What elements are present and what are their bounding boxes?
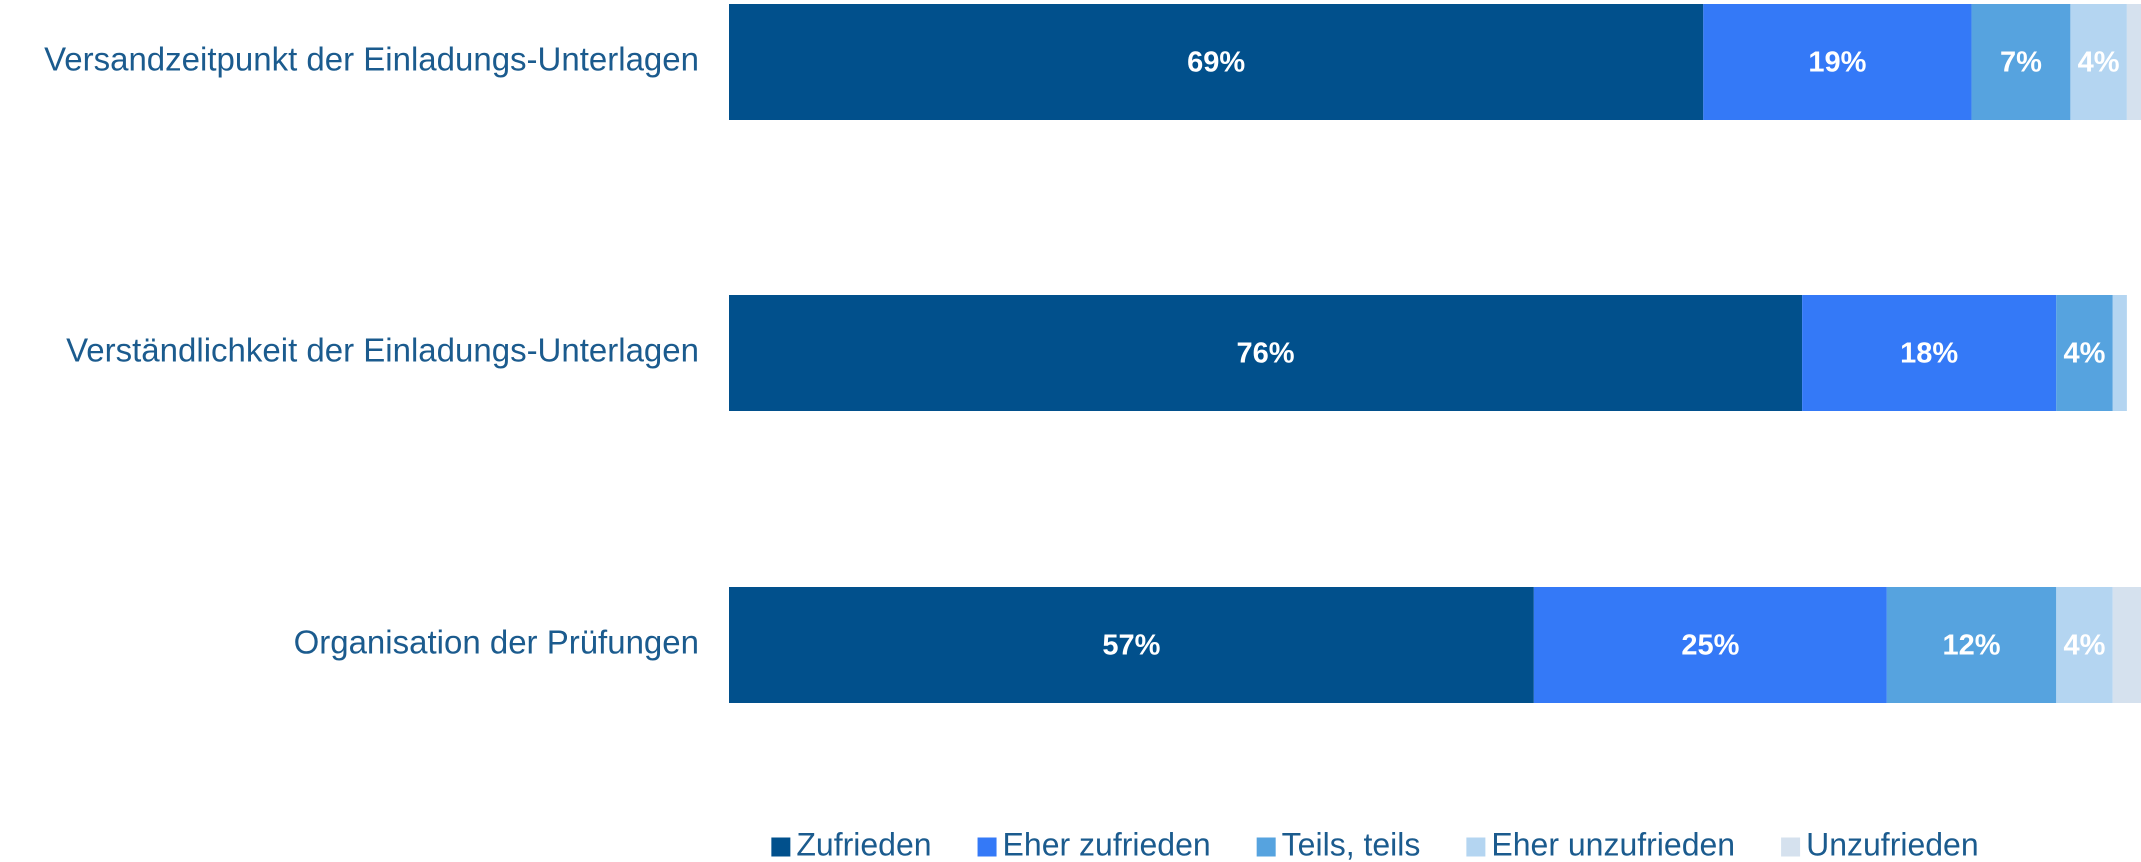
data-label: 19% [1808,47,1866,79]
bar-segment [1886,587,2057,703]
legend-label: Unzufrieden [1806,826,1979,862]
category-label: Organisation der Prüfungen [294,624,699,661]
data-label: 57% [1102,630,1160,662]
bar-segment [729,587,1534,703]
data-label: 4% [2064,630,2106,662]
bar-segment [2070,4,2127,120]
bar-segment [1971,4,2071,120]
data-label: 18% [1900,338,1958,370]
data-label: 25% [1681,630,1739,662]
legend-swatch [1466,837,1486,857]
bar-segment [2056,295,2113,411]
legend-swatch [771,837,791,857]
bar-segment [2056,587,2113,703]
bar-segment [2112,295,2127,411]
bar-segment [1533,587,1887,703]
data-label: 4% [2078,47,2120,79]
bar-segment [729,4,1704,120]
bar-segment [2126,4,2141,120]
legend-label: Eher zufrieden [1003,826,1211,862]
data-label: 76% [1237,338,1295,370]
legend-swatch [977,837,997,857]
legend-swatch [1256,837,1276,857]
legend-label: Eher unzufrieden [1491,826,1735,862]
legend-label: Zufrieden [796,826,931,862]
bar-segment [729,295,1803,411]
bar-segment [1802,295,2057,411]
bar-segment [2112,587,2141,703]
data-label: 12% [1943,630,2001,662]
category-label: Verständlichkeit der Einladungs-Unterlag… [66,332,699,369]
legend-swatch [1781,837,1801,857]
bar-segment [1703,4,1972,120]
legend-label: Teils, teils [1282,826,1421,862]
data-label: 4% [2064,338,2106,370]
category-label: Versandzeitpunkt der Einladungs-Unterlag… [44,41,699,78]
data-label: 7% [2000,47,2042,79]
data-label: 69% [1187,47,1245,79]
